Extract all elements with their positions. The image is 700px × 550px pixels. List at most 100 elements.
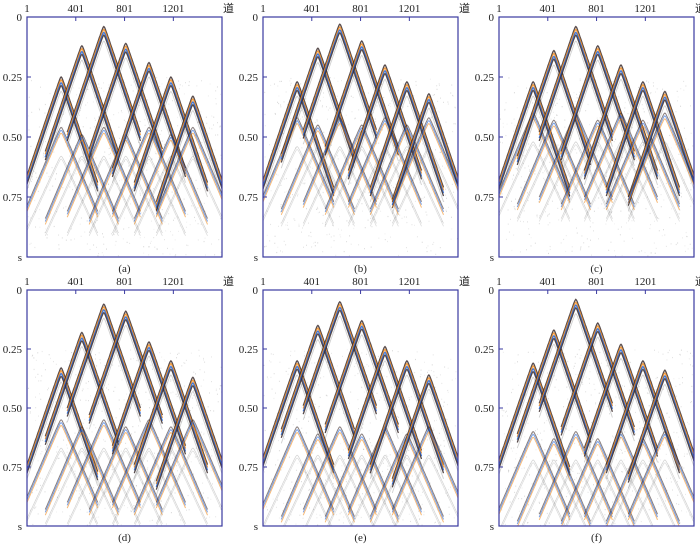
noise-dot [176, 156, 178, 159]
noise-dot [177, 461, 178, 463]
diffraction-event [263, 149, 335, 227]
noise-dot [130, 349, 132, 351]
noise-dot [121, 379, 123, 381]
diffraction-event [499, 144, 571, 222]
diffraction-event [499, 95, 571, 202]
noise-dot [63, 207, 64, 209]
noise-dot [343, 250, 345, 253]
noise-dot [212, 468, 214, 470]
noise-dot [185, 254, 187, 256]
y-tick-label: 0.50 [239, 132, 259, 144]
noise-dot [292, 193, 293, 196]
noise-dot [323, 171, 325, 173]
noise-dot [324, 225, 326, 227]
noise-dot [35, 376, 36, 378]
noise-dot [126, 241, 128, 243]
noise-dot [595, 129, 597, 131]
noise-dot [283, 132, 285, 134]
noise-dot [302, 517, 304, 519]
noise-dot [592, 491, 594, 493]
diffraction-event [44, 53, 120, 161]
noise-dot [685, 138, 687, 140]
noise-dot [437, 437, 438, 439]
noise-dot [445, 194, 447, 196]
noise-dot [592, 222, 594, 224]
noise-dot [611, 461, 613, 463]
noise-dot [352, 223, 354, 225]
noise-dot [46, 423, 48, 425]
noise-dot [278, 225, 279, 227]
noise-dot [290, 196, 291, 198]
noise-dot [376, 392, 378, 395]
noise-dot [310, 148, 312, 151]
noise-dot [90, 395, 91, 397]
noise-dot [609, 371, 611, 373]
panel-caption: (c) [590, 263, 603, 275]
noise-dot [95, 96, 97, 98]
noise-dot [274, 112, 276, 115]
noise-dot [39, 393, 40, 395]
noise-dot [545, 211, 546, 213]
noise-dot [79, 509, 81, 511]
noise-dot [683, 89, 685, 91]
noise-dot [636, 160, 637, 162]
noise-dot [369, 438, 370, 440]
noise-dot [95, 139, 97, 141]
noise-dot [363, 448, 365, 451]
diffraction-event [155, 101, 222, 208]
x-tick-label: 801 [588, 3, 605, 15]
noise-dot [376, 211, 378, 214]
noise-dot [624, 431, 626, 433]
noise-dot [277, 85, 279, 87]
noise-dot [527, 106, 529, 108]
noise-dot [537, 361, 539, 363]
diffraction-event [112, 450, 186, 526]
noise-dot [555, 459, 557, 462]
noise-dot [651, 181, 653, 183]
noise-dot [298, 223, 300, 225]
noise-dot [638, 385, 640, 388]
diffraction-event [516, 332, 592, 438]
noise-dot [310, 444, 312, 446]
noise-dot [114, 244, 116, 246]
noise-dot [104, 384, 105, 387]
noise-dot [109, 157, 111, 160]
noise-dot [345, 447, 347, 450]
noise-dot [583, 465, 584, 467]
noise-dot [430, 117, 432, 119]
noise-dot [270, 361, 272, 363]
noise-dot [150, 364, 152, 366]
noise-dot [420, 494, 422, 496]
noise-dot [203, 357, 204, 360]
diffraction-event [369, 127, 444, 213]
noise-dot [162, 93, 164, 95]
noise-dot [283, 178, 285, 180]
noise-dot [188, 509, 190, 511]
noise-dot [144, 119, 146, 121]
diffraction-event [44, 155, 119, 234]
noise-dot [314, 185, 316, 187]
noise-dot [447, 101, 449, 103]
noise-dot [408, 169, 410, 171]
diffraction-event [111, 76, 186, 183]
noise-dot [666, 169, 668, 171]
noise-dot [389, 454, 391, 456]
noise-dot [130, 510, 132, 512]
noise-dot [271, 388, 273, 390]
noise-dot [583, 242, 585, 244]
noise-dot [622, 156, 624, 159]
noise-dot [423, 511, 425, 513]
noise-dot [594, 511, 596, 514]
diffraction-event [347, 122, 422, 208]
noise-dot [528, 143, 530, 145]
diffraction-event [327, 454, 397, 526]
noise-dot [71, 351, 72, 354]
noise-dot [80, 495, 82, 497]
noise-dot [113, 233, 115, 236]
noise-dot [265, 506, 267, 508]
noise-dot [151, 158, 153, 160]
noise-dot [387, 455, 389, 457]
noise-dot [521, 187, 523, 189]
diffraction-event [111, 129, 186, 215]
noise-dot [685, 170, 687, 172]
